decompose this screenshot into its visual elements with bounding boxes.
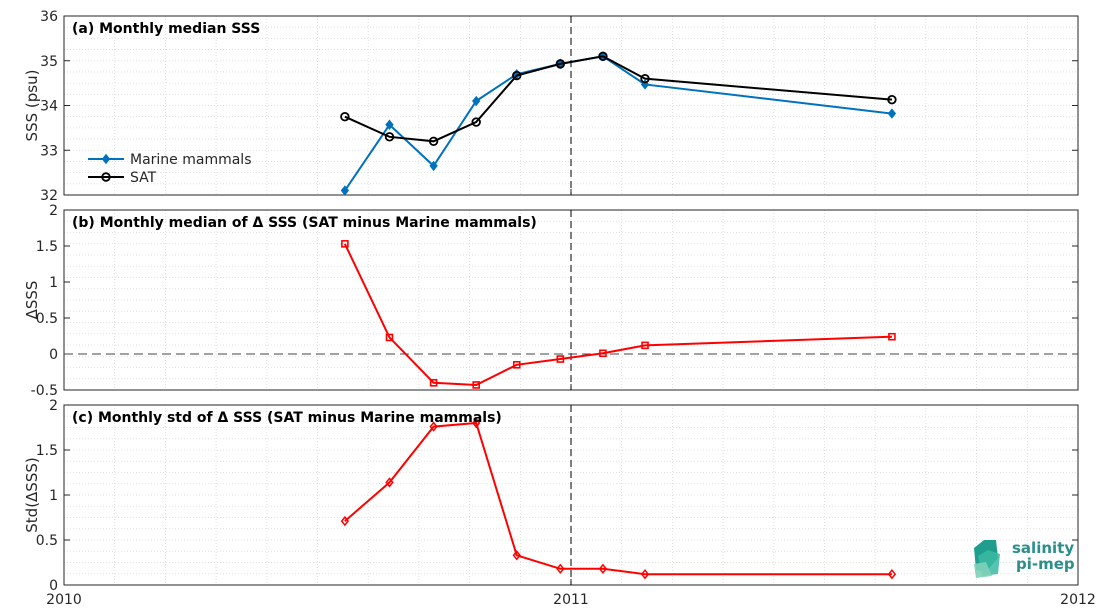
y-tick-label: 1 (49, 275, 58, 291)
data-point (887, 108, 897, 119)
panels: 32 33 34 35 36 (a) Monthly median SSS SSS (psu… (23, 9, 1096, 608)
data-point (429, 160, 438, 172)
data-point (472, 417, 481, 429)
data-point (888, 332, 896, 341)
data-point (512, 70, 522, 81)
data-point (340, 111, 350, 122)
series-line (343, 243, 892, 386)
x-tick-label: 2011 (553, 592, 589, 608)
panel-title: (c) Monthly std of Δ SSS (SAT minus Mari… (72, 410, 502, 426)
data-point (556, 563, 565, 575)
data-point (599, 349, 607, 358)
data-point (385, 119, 394, 130)
data-point (429, 378, 438, 387)
salinity-pi-mep-logo: salinity pi-mep (974, 539, 1075, 578)
y-tick-label: 32 (40, 188, 58, 204)
y-tick-label: 33 (40, 143, 58, 159)
legend: Marine mammals SAT (88, 152, 252, 186)
y-tick-label: 0.5 (36, 311, 58, 327)
data-point (341, 240, 349, 248)
data-point (512, 550, 521, 561)
panel-1: 32 33 34 35 36 (a) Monthly median SSS SSS (psu… (23, 9, 1079, 204)
y-tick-label: -0.5 (31, 383, 58, 399)
y-tick-label: 2 (49, 398, 58, 414)
data-point (555, 59, 566, 69)
panel-3: 0 0.5 1 1.5 2 2010 2011 2012 (c) Monthly std of … (23, 398, 1096, 608)
series-line (344, 421, 892, 576)
x-tick-label: 2012 (1060, 592, 1096, 608)
data-point (598, 51, 608, 61)
series-1 (340, 51, 897, 196)
series-1 (341, 240, 896, 389)
panel-2: -0.5 0 0.5 1 1.5 2 (b) Monthly median of Δ SSS… (23, 203, 1079, 399)
y-tick-label: 0.5 (36, 533, 58, 549)
series-1 (340, 417, 897, 580)
y-tick-label: 0 (49, 578, 58, 594)
y-axis-label: ΔSSS (23, 281, 41, 320)
y-tick-label: 36 (40, 9, 58, 25)
data-point (598, 563, 608, 575)
y-tick-label: 34 (40, 99, 58, 115)
data-point (472, 95, 481, 107)
data-point (512, 360, 521, 369)
data-point (640, 73, 650, 84)
panel-title: (a) Monthly median SSS (72, 21, 260, 37)
y-tick-label: 2 (49, 203, 58, 219)
data-point (472, 381, 480, 389)
data-point (640, 568, 650, 580)
series-line (344, 55, 893, 143)
data-point (471, 117, 481, 127)
legend-marker (101, 172, 111, 182)
data-point (385, 333, 394, 342)
y-tick-label: 1.5 (36, 443, 58, 459)
legend-label: Marine mammals (130, 152, 252, 168)
panel-title: (b) Monthly median of Δ SSS (SAT minus M… (72, 215, 537, 231)
data-point (641, 341, 649, 350)
y-axis-label: Std(ΔSSS) (23, 457, 41, 532)
legend-label: SAT (130, 170, 157, 186)
x-tick-label: 2010 (46, 592, 82, 608)
logo-line-1: salinity (1012, 539, 1074, 557)
y-tick-label: 0 (49, 347, 58, 363)
series-2 (340, 51, 897, 146)
series-line (344, 55, 893, 192)
data-point (340, 515, 350, 527)
data-point (340, 185, 350, 196)
y-tick-label: 1 (49, 488, 58, 504)
logo-line-2: pi-mep (1016, 555, 1075, 573)
data-point (887, 568, 897, 580)
y-tick-label: 1.5 (36, 239, 58, 255)
data-point (556, 355, 565, 363)
data-point (428, 136, 439, 146)
legend-marker (101, 153, 111, 165)
data-point (429, 421, 438, 432)
y-axis-label: SSS (psu) (23, 70, 41, 142)
y-tick-label: 35 (40, 54, 58, 70)
data-point (384, 132, 395, 142)
data-point (385, 477, 394, 488)
data-point (887, 94, 897, 105)
